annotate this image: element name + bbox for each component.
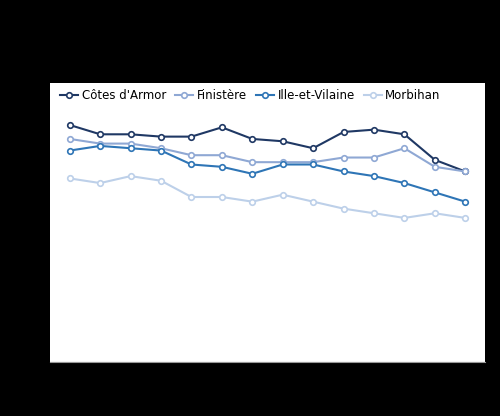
Finistère [158,146,164,151]
Finistère [462,169,468,174]
Morbihan [250,199,256,204]
Morbihan [67,176,73,181]
Morbihan [402,215,407,220]
Morbihan [340,206,346,211]
Morbihan [188,195,194,200]
Ille-et-Vilaine [250,171,256,176]
Morbihan [97,181,103,186]
Ille-et-Vilaine [97,144,103,149]
Ille-et-Vilaine [158,148,164,153]
Ille-et-Vilaine [462,199,468,204]
Ille-et-Vilaine [310,162,316,167]
Morbihan [462,215,468,220]
Ille-et-Vilaine [432,190,438,195]
Finistère [128,141,134,146]
Ille-et-Vilaine [371,173,377,178]
Côtes d'Armor [188,134,194,139]
Côtes d'Armor [371,127,377,132]
Morbihan [128,173,134,178]
Finistère [219,153,225,158]
Morbihan [219,195,225,200]
Ille-et-Vilaine [128,146,134,151]
Ille-et-Vilaine [188,162,194,167]
Côtes d'Armor [158,134,164,139]
Ille-et-Vilaine [402,181,407,186]
Finistère [280,160,285,165]
Finistère [371,155,377,160]
Ille-et-Vilaine [280,162,285,167]
Côtes d'Armor [250,136,256,141]
Line: Morbihan: Morbihan [67,173,468,221]
Line: Ille-et-Vilaine: Ille-et-Vilaine [67,143,468,204]
Côtes d'Armor [97,132,103,137]
Ille-et-Vilaine [219,164,225,169]
Côtes d'Armor [310,146,316,151]
Finistère [250,160,256,165]
Côtes d'Armor [128,132,134,137]
Côtes d'Armor [280,139,285,144]
Morbihan [371,211,377,216]
Legend: Côtes d'Armor, Finistère, Ille-et-Vilaine, Morbihan: Côtes d'Armor, Finistère, Ille-et-Vilain… [60,89,440,102]
Côtes d'Armor [67,122,73,127]
Morbihan [432,211,438,216]
Côtes d'Armor [402,132,407,137]
Morbihan [310,199,316,204]
Côtes d'Armor [219,125,225,130]
Côtes d'Armor [432,157,438,162]
Côtes d'Armor [340,129,346,134]
Finistère [188,153,194,158]
Line: Finistère: Finistère [67,136,468,174]
Finistère [402,146,407,151]
Finistère [432,164,438,169]
Finistère [340,155,346,160]
Line: Côtes d'Armor: Côtes d'Armor [67,122,468,174]
Morbihan [280,192,285,197]
Finistère [310,160,316,165]
Finistère [97,141,103,146]
Ille-et-Vilaine [340,169,346,174]
Côtes d'Armor [462,169,468,174]
Morbihan [158,178,164,183]
Finistère [67,136,73,141]
Ille-et-Vilaine [67,148,73,153]
